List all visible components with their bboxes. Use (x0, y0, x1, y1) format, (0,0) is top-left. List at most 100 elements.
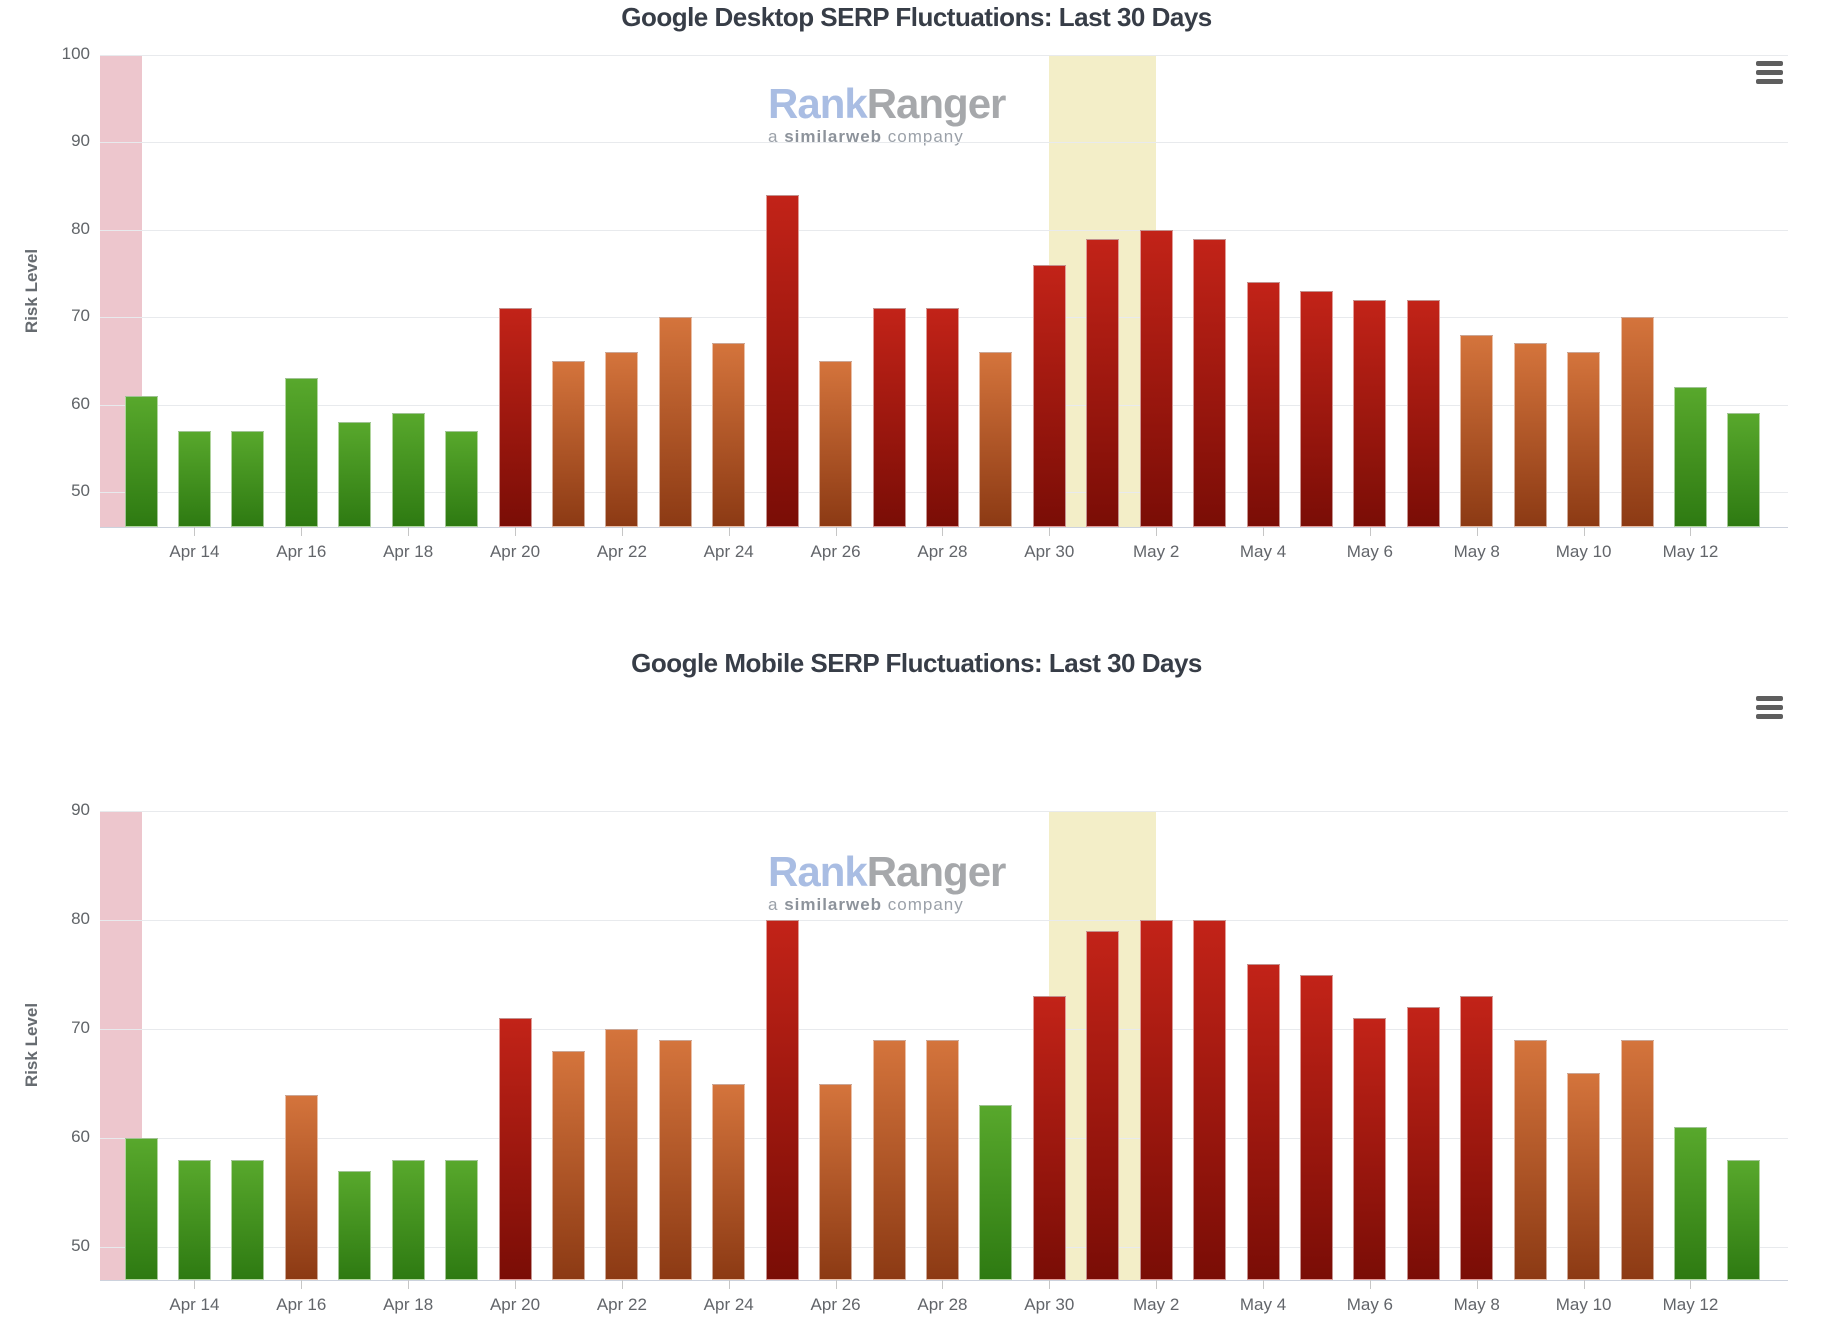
bar-apr-13[interactable] (124, 1138, 158, 1280)
bar-may-9[interactable] (1513, 343, 1547, 527)
y-axis-label: 60 (71, 1127, 90, 1147)
x-axis-tick (1049, 1280, 1051, 1289)
bar-apr-30[interactable] (1032, 996, 1066, 1280)
x-axis-label: Apr 22 (596, 542, 647, 561)
bar-apr-16[interactable] (284, 378, 318, 527)
bar-apr-27[interactable] (872, 1040, 906, 1280)
grid-line (100, 229, 1788, 231)
rankranger-logo: RankRanger (768, 80, 1007, 127)
bar-apr-24[interactable] (712, 343, 746, 527)
bar-may-13[interactable] (1727, 413, 1761, 527)
bar-may-8[interactable] (1460, 996, 1494, 1280)
export-menu-icon[interactable] (1756, 696, 1784, 720)
y-axis-label: 50 (71, 481, 90, 501)
bar-apr-29[interactable] (979, 352, 1013, 527)
x-axis-label: May 10 (1555, 542, 1612, 561)
y-axis-label: 50 (71, 1236, 90, 1256)
x-axis-tick (1690, 1280, 1692, 1289)
y-axis-label: 70 (71, 1018, 90, 1038)
bar-apr-19[interactable] (445, 1160, 479, 1280)
bar-apr-25[interactable] (765, 194, 799, 527)
bar-may-1[interactable] (1086, 930, 1120, 1280)
bar-apr-15[interactable] (231, 1160, 265, 1280)
bar-may-7[interactable] (1406, 299, 1440, 527)
bar-apr-22[interactable] (605, 352, 639, 527)
bar-may-2[interactable] (1139, 920, 1173, 1280)
bar-apr-20[interactable] (498, 1018, 532, 1280)
y-axis-label: 60 (71, 393, 90, 413)
bar-apr-30[interactable] (1032, 264, 1066, 527)
x-axis-label: Apr 30 (1024, 542, 1075, 561)
grid-line (100, 142, 1788, 144)
x-axis-label: Apr 16 (276, 542, 327, 561)
bar-may-3[interactable] (1193, 238, 1227, 527)
bar-apr-18[interactable] (391, 413, 425, 527)
bar-apr-15[interactable] (231, 430, 265, 527)
bar-may-8[interactable] (1460, 334, 1494, 527)
x-axis-label: May 8 (1453, 542, 1500, 561)
bar-may-4[interactable] (1246, 282, 1280, 527)
x-axis-tick (1690, 527, 1692, 536)
bar-may-11[interactable] (1620, 1040, 1654, 1280)
bar-may-6[interactable] (1353, 299, 1387, 527)
x-axis-tick (942, 1280, 944, 1289)
x-axis-tick (1156, 1280, 1158, 1289)
logo-tagline: a similarweb company (768, 895, 964, 914)
bar-apr-26[interactable] (819, 1083, 853, 1280)
y-axis-label: 80 (71, 909, 90, 929)
bar-may-2[interactable] (1139, 229, 1173, 527)
x-axis-tick (835, 1280, 837, 1289)
bar-apr-26[interactable] (819, 360, 853, 527)
export-menu-icon[interactable] (1756, 61, 1784, 85)
bar-may-11[interactable] (1620, 317, 1654, 527)
x-axis-label: May 2 (1133, 542, 1180, 561)
bar-apr-28[interactable] (925, 308, 959, 527)
bar-apr-18[interactable] (391, 1160, 425, 1280)
x-axis-tick (301, 1280, 303, 1289)
x-axis-label: May 12 (1662, 1295, 1719, 1314)
bar-may-4[interactable] (1246, 963, 1280, 1280)
bar-may-10[interactable] (1567, 352, 1601, 527)
bar-apr-13[interactable] (124, 395, 158, 527)
bar-may-6[interactable] (1353, 1018, 1387, 1280)
bar-apr-21[interactable] (551, 1050, 585, 1280)
bar-may-1[interactable] (1086, 238, 1120, 527)
x-axis-label: May 10 (1555, 1295, 1612, 1314)
bar-may-12[interactable] (1673, 387, 1707, 527)
logo-ranger-text: Ranger (866, 80, 1007, 127)
bar-apr-14[interactable] (177, 430, 211, 527)
bar-apr-16[interactable] (284, 1094, 318, 1280)
bar-apr-25[interactable] (765, 920, 799, 1280)
x-axis-line (100, 1280, 1788, 1281)
x-axis-tick (1583, 527, 1585, 536)
bar-apr-27[interactable] (872, 308, 906, 527)
bar-apr-22[interactable] (605, 1029, 639, 1280)
grid-line (100, 1029, 1788, 1031)
x-axis-label: Apr 20 (489, 542, 541, 561)
bar-apr-23[interactable] (658, 317, 692, 527)
logo-rank-text: Rank (768, 848, 868, 895)
bar-may-10[interactable] (1567, 1072, 1601, 1280)
bar-apr-19[interactable] (445, 430, 479, 527)
bar-may-12[interactable] (1673, 1127, 1707, 1280)
bar-may-5[interactable] (1299, 974, 1333, 1280)
bar-apr-14[interactable] (177, 1160, 211, 1280)
mobile-serp-chart: Google Mobile SERP Fluctuations: Last 30… (0, 640, 1833, 1329)
bar-may-3[interactable] (1193, 920, 1227, 1280)
y-axis-label: 100 (61, 44, 90, 63)
bar-apr-28[interactable] (925, 1040, 959, 1280)
bar-may-7[interactable] (1406, 1007, 1440, 1280)
bar-may-9[interactable] (1513, 1040, 1547, 1280)
x-axis-tick (728, 1280, 730, 1289)
bar-apr-20[interactable] (498, 308, 532, 527)
bar-apr-24[interactable] (712, 1083, 746, 1280)
bar-apr-17[interactable] (338, 422, 372, 527)
bar-may-5[interactable] (1299, 291, 1333, 527)
bar-apr-29[interactable] (979, 1105, 1013, 1280)
bar-apr-17[interactable] (338, 1170, 372, 1280)
x-axis-tick (1263, 1280, 1265, 1289)
bar-apr-23[interactable] (658, 1040, 692, 1280)
bar-apr-21[interactable] (551, 360, 585, 527)
bar-may-13[interactable] (1727, 1160, 1761, 1280)
x-axis-tick (408, 527, 410, 536)
